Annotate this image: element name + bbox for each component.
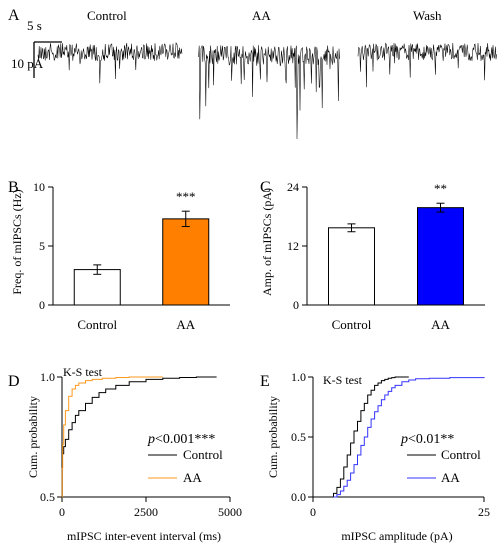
chart-d-ytick-label-0: 0.5 bbox=[40, 490, 55, 504]
chart-d-ylabel: Cum. probability bbox=[26, 396, 40, 478]
panel-e-letter: E bbox=[260, 373, 270, 390]
chart-b-category-label-1: AA bbox=[176, 317, 195, 332]
chart-e-p-value: <0.01** bbox=[408, 432, 454, 447]
chart-b-significance-1: *** bbox=[176, 189, 196, 204]
chart-c-ylabel: Amp. of mIPSCs (pA) bbox=[260, 188, 274, 296]
chart-e-p-annotation: p<0.01** bbox=[400, 432, 454, 447]
chart-b-bar-0 bbox=[73, 269, 121, 306]
chart-c-category-label-0: Control bbox=[332, 317, 372, 332]
chart-d-xtick-label-0: 0 bbox=[59, 505, 65, 519]
trace-wash-path bbox=[357, 42, 497, 88]
scale-time-label: 5 s bbox=[27, 18, 42, 33]
chart-b-ytick-label-0: 0 bbox=[39, 298, 45, 312]
chart-d-p-annotation: p<0.001*** bbox=[147, 432, 215, 447]
chart-d-p-symbol: p bbox=[147, 432, 155, 447]
legend-e-control-label: Control bbox=[441, 447, 481, 462]
chart-b-ytick-label-1: 5 bbox=[39, 239, 45, 253]
scale-current-label: 10 pA bbox=[11, 56, 44, 71]
trace-aa-path bbox=[197, 45, 340, 140]
chart-c-ytick-label-2: 24 bbox=[287, 180, 299, 194]
legend-d-aa-label: AA bbox=[183, 470, 202, 485]
chart-d-series-aa bbox=[61, 376, 163, 498]
chart-e-ylabel: Cum. probability bbox=[266, 396, 280, 478]
chart-b-ytick-label-2: 10 bbox=[33, 180, 45, 194]
chart-c-ytick-label-0: 0 bbox=[293, 298, 299, 312]
chart-b: 0 5 10 Control AA *** bbox=[33, 180, 230, 332]
chart-e-xlabel: mIPSC amplitude (pA) bbox=[341, 529, 452, 543]
trace-control bbox=[37, 42, 183, 84]
chart-c-bar-0 bbox=[328, 227, 375, 306]
chart-e: 0.0 0.5 1.0 0 25 bbox=[291, 370, 490, 519]
chart-e-p-symbol: p bbox=[400, 432, 408, 447]
chart-b-category-label-0: Control bbox=[77, 317, 117, 332]
chart-d-ytick-label-1: 1.0 bbox=[40, 370, 55, 384]
chart-c-category-label-1: AA bbox=[431, 317, 450, 332]
chart-b-bar-1 bbox=[162, 218, 210, 306]
panel-a-letter: A bbox=[8, 7, 20, 24]
legend-d-control-label: Control bbox=[183, 447, 223, 462]
chart-e-series-aa bbox=[333, 377, 485, 498]
chart-e-ytick-label-2: 1.0 bbox=[291, 370, 306, 384]
trace-wash bbox=[357, 42, 497, 88]
panel-d-letter: D bbox=[8, 373, 20, 390]
chart-d-test-label: K-S test bbox=[63, 365, 103, 379]
chart-d-xtick-label-2: 5000 bbox=[218, 505, 242, 519]
chart-c-bar-1 bbox=[417, 207, 464, 306]
chart-c: 0 12 24 Control AA ** bbox=[287, 180, 485, 332]
panel-b-letter: B bbox=[8, 179, 19, 196]
chart-d-xtick-label-1: 2500 bbox=[134, 505, 158, 519]
trace-label-control: Control bbox=[87, 8, 127, 23]
chart-c-ytick-label-1: 12 bbox=[287, 239, 299, 253]
trace-label-wash: Wash bbox=[413, 8, 442, 23]
chart-d: 0.5 1.0 0 2500 5000 bbox=[40, 370, 242, 519]
chart-e-xtick-label-0: 0 bbox=[310, 505, 316, 519]
chart-d-xlabel: mIPSC inter-event interval (ms) bbox=[67, 529, 221, 543]
trace-aa bbox=[197, 45, 340, 140]
chart-d-series-control bbox=[61, 376, 217, 498]
chart-e-series-control bbox=[330, 376, 409, 498]
chart-e-xtick-label-1: 25 bbox=[478, 505, 490, 519]
chart-e-ytick-label-1: 0.5 bbox=[291, 430, 306, 444]
chart-d-p-value: <0.001*** bbox=[155, 432, 215, 447]
legend-e-aa-label: AA bbox=[441, 470, 460, 485]
chart-e-test-label: K-S test bbox=[323, 373, 363, 387]
trace-control-path bbox=[37, 42, 183, 84]
trace-label-aa: AA bbox=[252, 8, 271, 23]
chart-b-ylabel: Freq. of mIPSCs (Hz) bbox=[10, 189, 24, 294]
chart-e-ytick-label-0: 0.0 bbox=[291, 490, 306, 504]
panel-c-letter: C bbox=[260, 179, 271, 196]
chart-c-significance-1: ** bbox=[434, 181, 447, 196]
